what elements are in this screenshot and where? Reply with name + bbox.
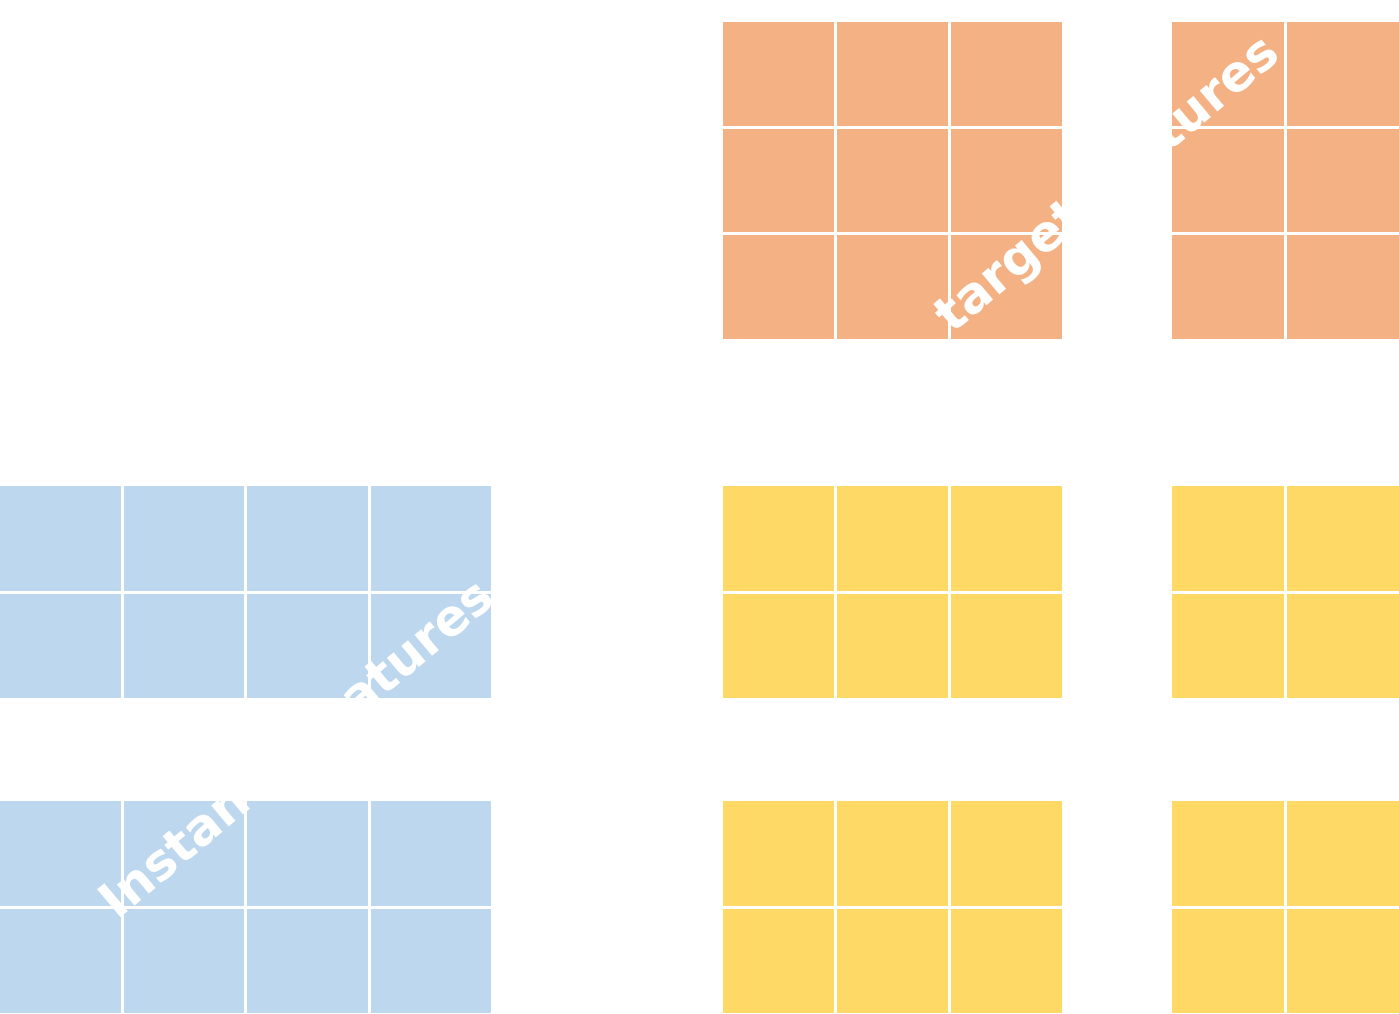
yellow-grid-1-cell-r1-c3 [951,486,1062,591]
target-features-grid-1-cell-r1-c3 [951,22,1062,126]
yellow-grid-4-cell-r2-c2 [1287,908,1399,1013]
target-features-grid-1-cell-r3-c1 [723,235,834,339]
yellow-grid-1-cell-r2-c3 [951,593,1062,698]
yellow-grid-2-cell-r1-c2 [1287,486,1399,591]
yellow-grid-1-cell-r1-c1 [723,486,834,591]
target-features-grid-1-cell-r3-c3 [951,235,1062,339]
instance-features-grid-1-cell-r2-c1 [0,593,121,698]
yellow-grid-3-cell-r1-c1 [723,801,834,906]
instance-features-grid-1-cell-r2-c2 [123,593,244,698]
yellow-grid-3-cell-r1-c2 [837,801,948,906]
instance-features-grid-2 [0,801,491,1013]
instance-features-grid-2-cell-r1-c1 [0,801,121,906]
target-features-grid-1-cell-r2-c2 [837,128,948,233]
target-features-grid-2-cell-r1-c1 [1172,22,1284,126]
instance-features-grid-1-cell-r1-c4 [370,486,491,591]
target-features-grid-2-cell-r1-c2 [1287,22,1399,126]
target-features-grid-1-cell-r2-c1 [723,128,834,233]
instance-features-grid-2-cell-r1-c4 [370,801,491,906]
yellow-grid-4-cell-r1-c1 [1172,801,1284,906]
instance-features-grid-2-cell-r2-c2 [123,908,244,1013]
yellow-grid-2-cell-r2-c1 [1172,593,1284,698]
yellow-grid-1-cell-r2-c1 [723,593,834,698]
yellow-grid-1-cell-r1-c2 [837,486,948,591]
yellow-grid-2-cell-r1-c1 [1172,486,1284,591]
instance-features-grid-1-cell-r2-c4 [370,593,491,698]
yellow-grid-3 [723,801,1062,1013]
target-features-grid-2-cell-r3-c1 [1172,235,1284,339]
instance-features-grid-2-cell-r2-c3 [247,908,368,1013]
target-features-grid-2-cell-r2-c2 [1287,128,1399,233]
yellow-grid-3-cell-r2-c2 [837,908,948,1013]
yellow-grid-1-cell-r2-c2 [837,593,948,698]
yellow-grid-4-cell-r2-c1 [1172,908,1284,1013]
instance-features-grid-1-cell-r2-c3 [247,593,368,698]
target-features-grid-2 [1172,22,1399,339]
yellow-grid-4-cell-r1-c2 [1287,801,1399,906]
target-features-grid-1-cell-r1-c1 [723,22,834,126]
instance-features-grid-1 [0,486,491,698]
instance-features-grid-2-cell-r2-c1 [0,908,121,1013]
instance-features-grid-1-cell-r1-c1 [0,486,121,591]
target-features-grid-1-cell-r3-c2 [837,235,948,339]
yellow-grid-3-cell-r2-c3 [951,908,1062,1013]
yellow-grid-3-cell-r1-c3 [951,801,1062,906]
target-features-grid-1-cell-r2-c3 [951,128,1062,233]
instance-features-grid-2-cell-r2-c4 [370,908,491,1013]
instance-features-grid-1-cell-r1-c3 [247,486,368,591]
instance-features-grid-2-cell-r1-c2 [123,801,244,906]
yellow-grid-4 [1172,801,1399,1013]
target-features-grid-2-cell-r3-c2 [1287,235,1399,339]
instance-features-grid-2-cell-r1-c3 [247,801,368,906]
target-features-grid-2-cell-r2-c1 [1172,128,1284,233]
yellow-grid-2-cell-r2-c2 [1287,593,1399,698]
target-features-grid-1 [723,22,1062,339]
yellow-grid-2 [1172,486,1399,698]
yellow-grid-3-cell-r2-c1 [723,908,834,1013]
yellow-grid-1 [723,486,1062,698]
instance-features-grid-1-cell-r1-c2 [123,486,244,591]
target-features-grid-1-cell-r1-c2 [837,22,948,126]
